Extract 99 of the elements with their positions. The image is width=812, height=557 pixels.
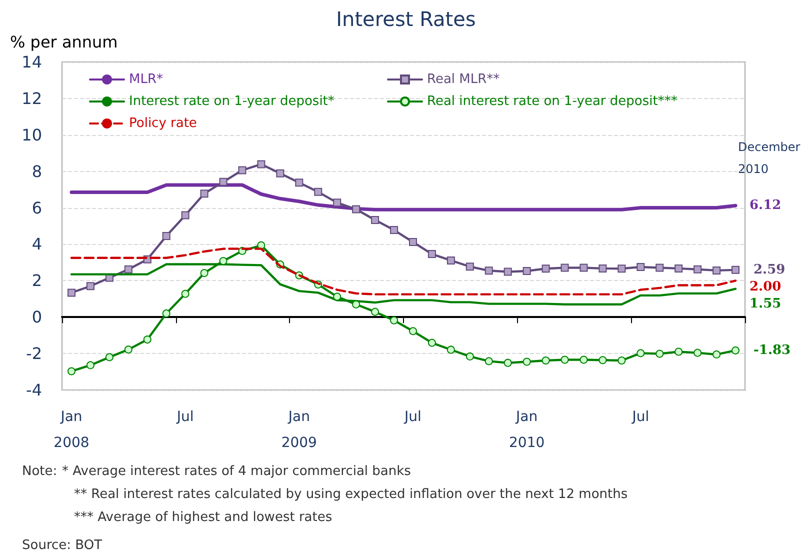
y-tick-label: 2	[32, 271, 42, 290]
point	[466, 262, 474, 271]
point	[618, 264, 626, 273]
point	[408, 238, 417, 246]
y-tick-label: -4	[26, 380, 42, 400]
point	[390, 316, 398, 324]
point	[333, 198, 342, 207]
point	[580, 264, 588, 272]
point	[560, 264, 569, 272]
point	[352, 300, 360, 308]
y-tick-label: 14	[22, 52, 42, 72]
point	[712, 350, 721, 358]
point	[219, 256, 228, 265]
data-label: 2.59	[754, 262, 786, 278]
point	[124, 346, 132, 354]
point	[295, 178, 304, 187]
point	[143, 336, 152, 344]
point	[238, 166, 246, 174]
x-tick-label: Jul	[631, 409, 650, 425]
point	[428, 250, 436, 258]
point	[408, 327, 417, 336]
point	[219, 178, 228, 186]
x-tick-label: Jan 2009	[281, 409, 317, 451]
chart-title: Interest Rates	[336, 7, 476, 31]
point	[598, 264, 607, 272]
point	[86, 282, 94, 290]
x-tick-label: Jul	[404, 409, 422, 425]
point	[257, 160, 266, 168]
point	[504, 268, 512, 276]
y-tick-label: 8	[32, 162, 42, 181]
y-tick-label: 6	[32, 198, 42, 218]
data-label: -1.83	[754, 342, 791, 358]
point	[636, 263, 645, 271]
point	[446, 346, 455, 354]
point	[560, 356, 569, 364]
point	[694, 348, 702, 357]
point	[86, 361, 94, 370]
annotation: December 2010	[738, 140, 804, 176]
data-label: 6.12	[750, 198, 782, 214]
data-label: 2.00	[750, 279, 782, 294]
legend-label: MLR*	[129, 72, 164, 87]
point	[124, 265, 132, 274]
point	[466, 352, 474, 360]
x-tick-label: Jan 2010	[509, 409, 545, 451]
point	[484, 357, 493, 366]
point	[484, 266, 493, 275]
text: * Average interest rates of 4 major commercial banks	[62, 464, 412, 479]
legend-label: Policy rate	[129, 116, 197, 131]
point	[105, 353, 114, 362]
point	[674, 264, 683, 272]
point	[200, 190, 208, 198]
point	[580, 356, 588, 364]
text: *** Average of highest and lowest rates	[74, 510, 332, 525]
legend-label: Real MLR**	[427, 72, 500, 87]
legend-label: Real interest rate on 1-year deposit***	[427, 94, 678, 109]
point	[656, 350, 664, 358]
point	[162, 309, 170, 318]
point	[732, 346, 740, 354]
point	[522, 358, 531, 366]
data-label: 1.55	[750, 296, 782, 312]
point	[674, 348, 683, 356]
text: ** Real interest rates calculated by using expected inflation over the next 12 months	[74, 487, 628, 502]
point	[352, 205, 360, 214]
point	[732, 266, 740, 274]
y-tick-label: 10	[22, 125, 42, 144]
y-tick-label: 0	[32, 308, 42, 327]
point	[67, 367, 76, 376]
x-tick-label: Jul	[176, 409, 194, 425]
point	[656, 264, 664, 272]
point	[181, 211, 190, 220]
point	[712, 266, 721, 274]
point	[504, 358, 512, 367]
point	[67, 288, 76, 297]
y-tick-label: -2	[26, 344, 42, 364]
point	[276, 169, 284, 178]
legend-label: Interest rate on 1-year deposit*	[129, 94, 335, 109]
text: Note:	[22, 464, 58, 479]
point	[371, 216, 380, 224]
y-tick-label: 12	[22, 88, 42, 108]
point	[390, 226, 398, 234]
point	[542, 356, 550, 364]
point	[200, 269, 208, 278]
point	[522, 267, 531, 276]
y-axis-title: % per annum	[10, 32, 118, 52]
point	[181, 290, 190, 298]
point	[333, 292, 342, 301]
point	[446, 256, 455, 264]
x-tick-label: Jan 2008	[54, 409, 90, 451]
source-note: Source: BOT	[22, 538, 102, 553]
point	[428, 338, 436, 347]
point	[598, 356, 607, 364]
point	[162, 232, 170, 240]
point	[314, 188, 322, 196]
point	[371, 308, 380, 316]
point	[618, 356, 626, 364]
point	[542, 264, 550, 273]
point	[694, 265, 702, 274]
y-tick-label: 4	[32, 234, 42, 254]
point	[636, 349, 645, 358]
